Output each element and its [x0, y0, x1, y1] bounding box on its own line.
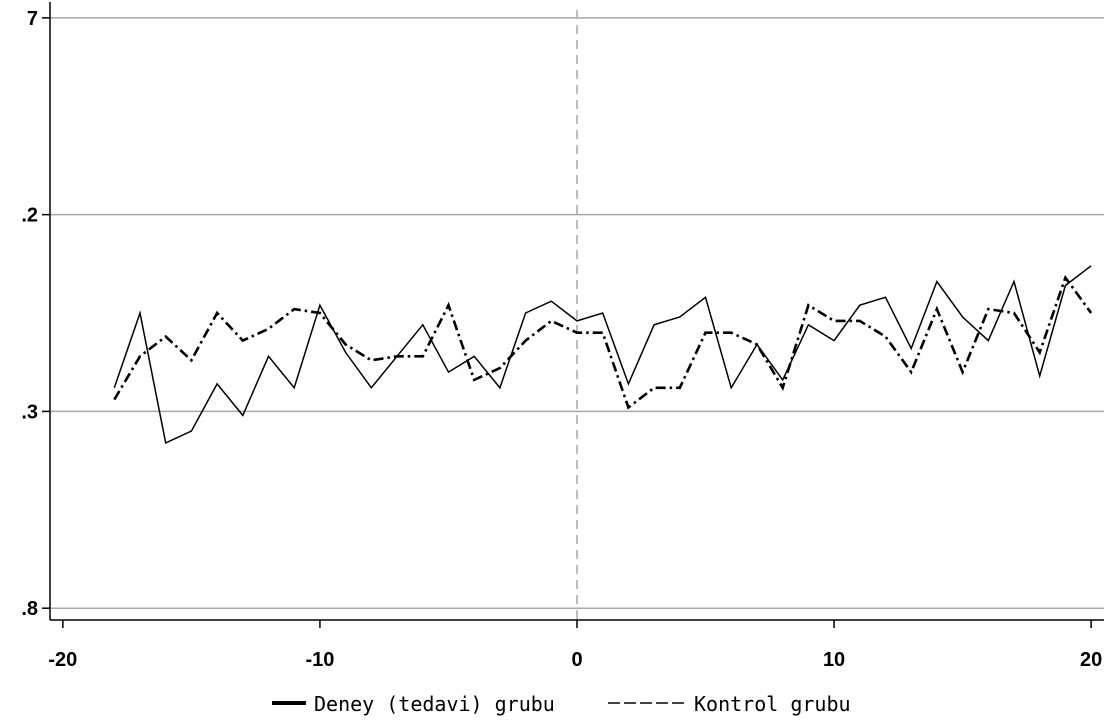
y-tick-label: .2	[21, 205, 38, 227]
y-tick-label: .3	[21, 401, 38, 423]
legend: Deney (tedavi) grubu Kontrol grubu	[272, 692, 851, 716]
legend-label-kontrol: Kontrol grubu	[694, 692, 851, 716]
legend-label-deney: Deney (tedavi) grubu	[314, 692, 555, 716]
y-tick-label: .8	[21, 598, 38, 620]
y-axis-ticks: 7 .2 .3 .8	[21, 8, 50, 620]
series-line-kontrol	[113, 274, 1093, 410]
series-line-deney	[113, 265, 1092, 444]
x-tick-label: 0	[571, 649, 582, 671]
series-layer	[113, 265, 1093, 444]
x-tick-label: 10	[823, 649, 845, 671]
y-tick-label: 7	[27, 8, 38, 30]
x-axis-ticks: -20 -10 0 10 20	[48, 620, 1102, 671]
x-tick-label: -10	[305, 649, 334, 671]
x-tick-label: -20	[48, 649, 77, 671]
x-tick-label: 20	[1080, 649, 1102, 671]
